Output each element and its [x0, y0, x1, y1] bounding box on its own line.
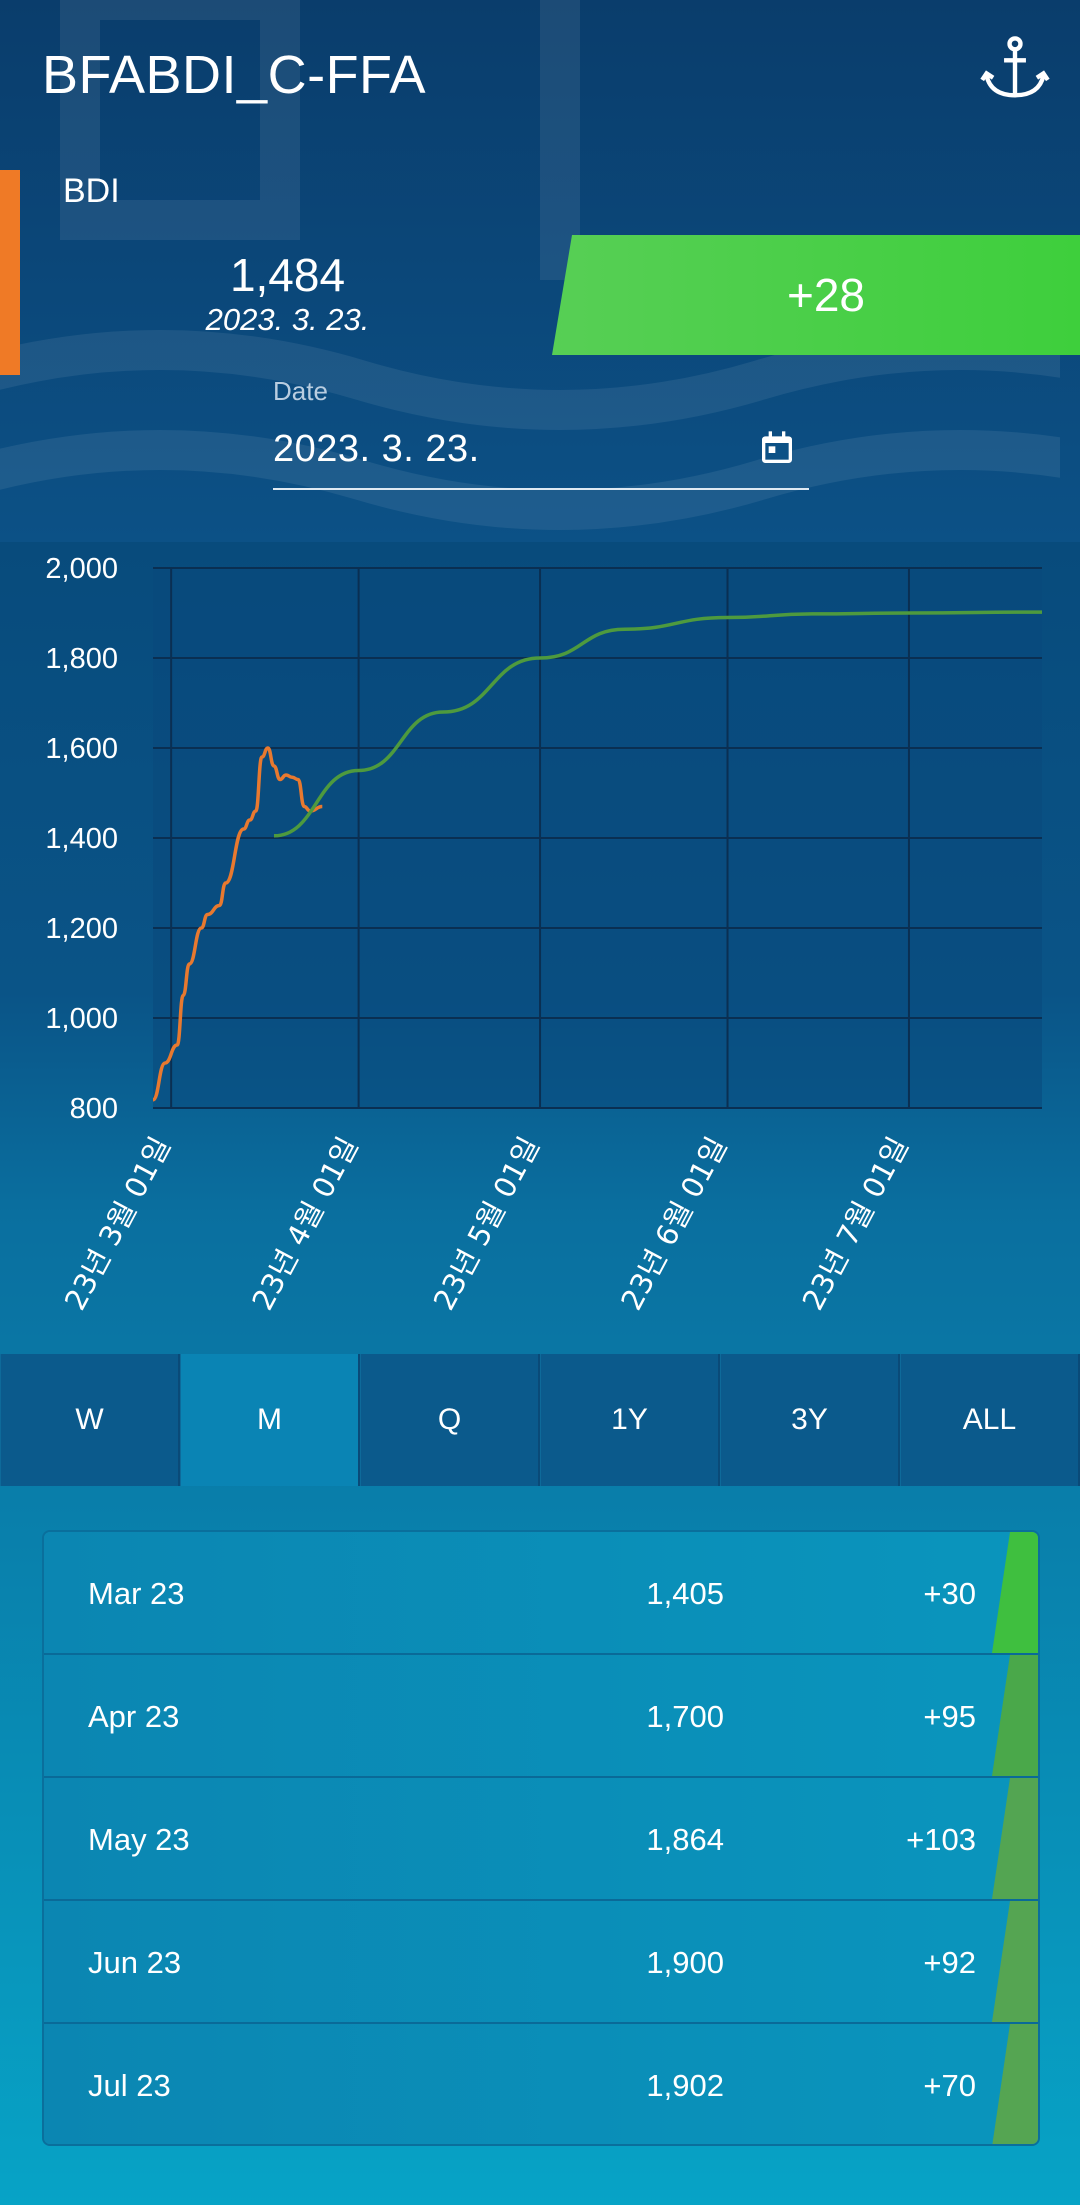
table-row[interactable]: Jun 23 1,900 +92: [44, 1901, 1038, 2024]
row-change-flag: [992, 1901, 1038, 2022]
index-label: BDI: [63, 172, 120, 210]
forward-table: Mar 23 1,405 +30 Apr 23 1,700 +95 May 23 1,864 +…: [42, 1530, 1040, 2146]
row-change: +103: [906, 1822, 976, 1857]
table-row[interactable]: Mar 23 1,405 +30: [44, 1532, 1038, 1655]
anchor-icon[interactable]: [980, 34, 1050, 104]
row-change: +92: [923, 1945, 976, 1980]
y-tick-label: 1,800: [45, 643, 118, 675]
date-field-value[interactable]: 2023. 3. 23.: [273, 428, 480, 470]
y-tick-label: 2,000: [45, 553, 118, 585]
table-row[interactable]: May 23 1,864 +103: [44, 1778, 1038, 1901]
change-badge: +28: [552, 235, 1080, 355]
series-line-1: [273, 610, 1043, 838]
change-value: +28: [786, 269, 866, 321]
y-tick-label: 800: [70, 1093, 118, 1125]
index-date: 2023. 3. 23.: [205, 302, 370, 337]
calendar-icon[interactable]: [757, 428, 797, 468]
row-value: 1,700: [646, 1699, 724, 1734]
row-change: +95: [923, 1699, 976, 1734]
row-change-flag: [992, 2024, 1038, 2144]
index-value: 1,484: [229, 249, 346, 301]
row-change-flag: [992, 1778, 1038, 1899]
table-row[interactable]: Jul 23 1,902 +70: [44, 2024, 1038, 2144]
row-value: 1,902: [646, 2068, 724, 2103]
y-tick-label: 1,400: [45, 823, 118, 855]
line-chart: 2,000 1,800 1,600 1,400 1,200 1,000 800 23년 3월 …: [45, 553, 1043, 1316]
chart-panel: 2,000 1,800 1,600 1,400 1,200 1,000 800 23년 3월 …: [0, 542, 1080, 1354]
row-month: Mar 23: [88, 1576, 185, 1611]
row-month: May 23: [88, 1822, 190, 1857]
period-tabs: W M Q 1Y 3Y ALL: [0, 1354, 1080, 1486]
row-change-flag: [992, 1532, 1038, 1653]
x-tick-label: 23년 6월 01일: [614, 1131, 734, 1315]
x-tick-label: 23년 7월 01일: [796, 1131, 916, 1315]
tab-m[interactable]: M: [180, 1354, 360, 1486]
row-change-flag: [992, 1655, 1038, 1776]
x-tick-label: 23년 3월 01일: [58, 1131, 178, 1315]
row-value: 1,900: [646, 1945, 724, 1980]
row-change: +30: [923, 1576, 976, 1611]
date-field-label: Date: [273, 376, 328, 406]
y-tick-label: 1,600: [45, 733, 118, 765]
row-month: Jul 23: [88, 2068, 171, 2103]
series-line-0: [151, 746, 323, 1102]
row-change: +70: [923, 2068, 976, 2103]
y-tick-label: 1,000: [45, 1003, 118, 1035]
index-accent-bar: [0, 170, 20, 375]
page-title: BFABDI_C-FFA: [42, 45, 427, 105]
row-month: Jun 23: [88, 1945, 182, 1980]
y-tick-label: 1,200: [45, 913, 118, 945]
tab-all[interactable]: ALL: [900, 1354, 1080, 1486]
tab-q[interactable]: Q: [360, 1354, 540, 1486]
table-row[interactable]: Apr 23 1,700 +95: [44, 1655, 1038, 1778]
header-panel: BFABDI_C-FFA BDI 1,484 2023. 3. 23. +28 …: [0, 0, 1080, 542]
tab-w[interactable]: W: [0, 1354, 180, 1486]
x-tick-label: 23년 4월 01일: [245, 1131, 365, 1315]
tab-1y[interactable]: 1Y: [540, 1354, 720, 1486]
date-field[interactable]: 2023. 3. 23.: [273, 420, 809, 490]
x-tick-label: 23년 5월 01일: [427, 1131, 547, 1315]
row-value: 1,405: [646, 1576, 724, 1611]
row-month: Apr 23: [88, 1699, 180, 1734]
row-value: 1,864: [646, 1822, 724, 1857]
tab-3y[interactable]: 3Y: [720, 1354, 900, 1486]
